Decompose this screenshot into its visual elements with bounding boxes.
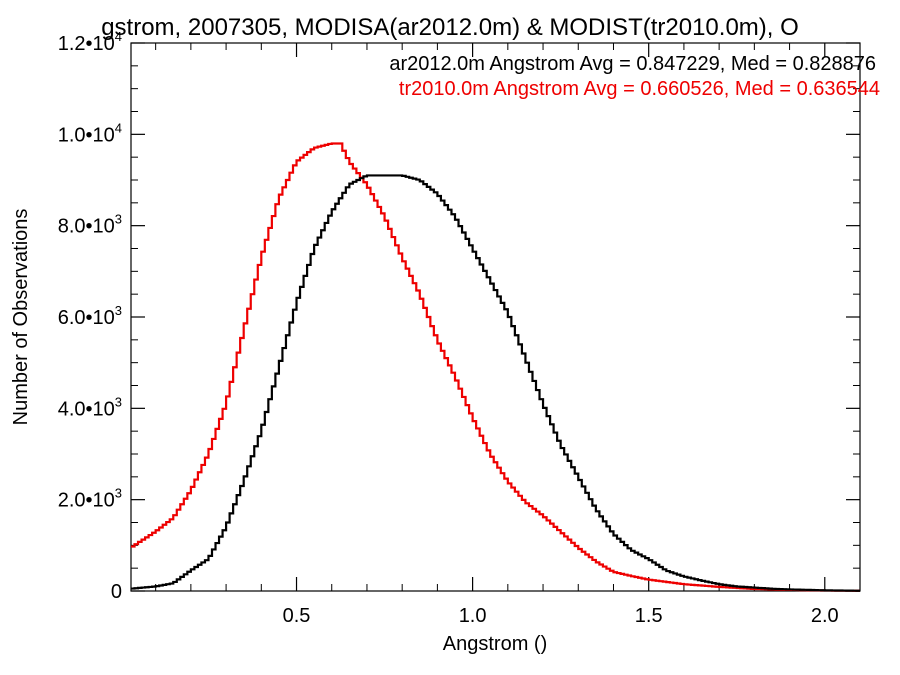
series-layer: [131, 142, 860, 592]
y-axis: 0 2.0•103 4.0•103 6.0•103 8.0•103 1.0•104 1.2•…: [58, 29, 860, 603]
x-tick-label: 1.5: [635, 605, 663, 627]
y-tick-label: 8.0•103: [58, 212, 122, 238]
y-axis-label: Number of Observations: [10, 209, 32, 426]
series-line-tr2010.0m: [131, 142, 860, 592]
x-axis: 0.5 1.0 1.5 2.0: [155, 43, 861, 627]
y-tick-label: 2.0•103: [58, 486, 122, 512]
plot-frame: [130, 42, 861, 592]
y-tick-label: 1.0•104: [58, 120, 122, 146]
x-tick-label: 0.5: [283, 605, 311, 627]
x-tick-label: 1.0: [459, 605, 487, 627]
legend-entry-ar2012: ar2012.0m Angstrom Avg = 0.847229, Med =…: [389, 53, 876, 75]
y-tick-label: 4.0•103: [58, 394, 122, 420]
y-tick-label: 1.2•104: [58, 29, 122, 55]
legend-entry-tr2010: tr2010.0m Angstrom Avg = 0.660526, Med =…: [399, 78, 880, 100]
chart-title: gstrom, 2007305, MODISA(ar2012.0m) & MOD…: [101, 14, 799, 41]
y-tick-label: 6.0•103: [58, 303, 122, 329]
x-axis-label: Angstrom (): [443, 633, 547, 655]
series-line-ar2012.0m: [131, 174, 860, 592]
x-tick-label: 2.0: [811, 605, 839, 627]
y-tick-label: 0: [111, 581, 122, 603]
